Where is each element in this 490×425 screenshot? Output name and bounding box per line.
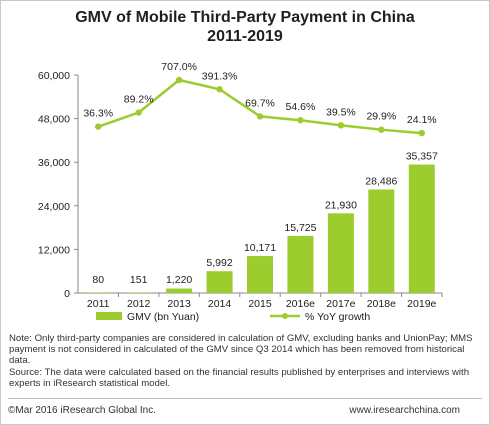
- y-tick-label: 24,000: [38, 201, 70, 213]
- note-text: Note: Only third-party companies are con…: [9, 333, 473, 367]
- bar: [125, 292, 152, 293]
- x-tick-label: 2013: [167, 298, 191, 310]
- growth-marker: [216, 86, 223, 93]
- growth-marker: [378, 126, 385, 133]
- growth-marker: [135, 109, 142, 116]
- growth-value-label: 24.1%: [407, 114, 437, 126]
- y-tick-label: 0: [64, 288, 70, 300]
- growth-value-label: 707.0%: [161, 61, 197, 73]
- growth-marker: [95, 123, 102, 130]
- x-tick-label: 2019e: [407, 298, 436, 310]
- y-tick-label: 12,000: [38, 244, 70, 256]
- bar-value-label: 5,992: [206, 257, 232, 269]
- growth-marker: [337, 122, 345, 129]
- bar-value-label: 21,930: [325, 199, 357, 211]
- website-link[interactable]: www.iresearchchina.com: [349, 405, 460, 416]
- source-text: Source: The data were calculated based o…: [9, 366, 470, 389]
- x-tick-label: 2012: [127, 298, 151, 310]
- chart-title: GMV of Mobile Third-Party Payment in Chi…: [0, 8, 490, 46]
- growth-marker: [418, 129, 425, 137]
- chart-title-line2: 2011-2019: [207, 28, 283, 45]
- growth-marker: [256, 113, 264, 120]
- growth-marker: [175, 76, 183, 84]
- bar-value-label: 151: [130, 274, 148, 286]
- bar-value-label: 15,725: [284, 222, 316, 234]
- growth-value-label: 69.7%: [245, 97, 275, 109]
- x-tick-label: 2015: [248, 298, 272, 310]
- notes-block: Note: Only third-party companies are con…: [9, 333, 483, 389]
- bar-value-label: 1,220: [166, 274, 192, 286]
- growth-value-label: 89.2%: [124, 94, 154, 106]
- legend-line-marker: [282, 313, 288, 319]
- y-tick-label: 36,000: [38, 157, 70, 169]
- x-tick-label: 2011: [87, 298, 110, 310]
- x-tick-label: 2016e: [286, 298, 315, 310]
- bar-value-label: 10,171: [244, 242, 276, 254]
- x-tick-label: 2014: [208, 298, 232, 310]
- bar: [247, 256, 273, 293]
- bar: [327, 213, 354, 293]
- growth-value-label: 54.6%: [286, 101, 316, 113]
- y-tick-label: 48,000: [38, 114, 70, 126]
- x-tick-label: 2017e: [326, 298, 355, 310]
- bar: [85, 292, 112, 293]
- growth-value-label: 29.9%: [366, 111, 396, 123]
- bar: [166, 288, 193, 293]
- growth-value-label: 39.5%: [326, 106, 356, 118]
- legend-line-label: % YoY growth: [305, 311, 370, 323]
- bar-value-label: 80: [92, 274, 104, 286]
- growth-marker: [297, 117, 304, 124]
- bar: [408, 164, 435, 293]
- bar: [206, 271, 233, 293]
- y-tick-label: 60,000: [38, 70, 70, 82]
- chart-plot: 0 12,000 24,000 36,000 48,000 60,000 80 2011 151…: [38, 61, 443, 323]
- bar-value-label: 35,357: [406, 151, 438, 163]
- chart-title-line1: GMV of Mobile Third-Party Payment in Chi…: [75, 9, 415, 26]
- legend-bar-label: GMV (bn Yuan): [127, 311, 199, 323]
- bar: [368, 189, 395, 293]
- bar: [287, 235, 314, 293]
- x-tick-label: 2018e: [367, 298, 396, 310]
- growth-value-label: 391.3%: [202, 70, 238, 82]
- growth-value-label: 36.3%: [83, 108, 113, 120]
- legend-bar-swatch: [96, 312, 122, 320]
- footer-divider: [8, 398, 482, 399]
- copyright-text: ©Mar 2016 iResearch Global Inc.: [8, 405, 156, 416]
- bar-value-label: 28,486: [365, 176, 397, 188]
